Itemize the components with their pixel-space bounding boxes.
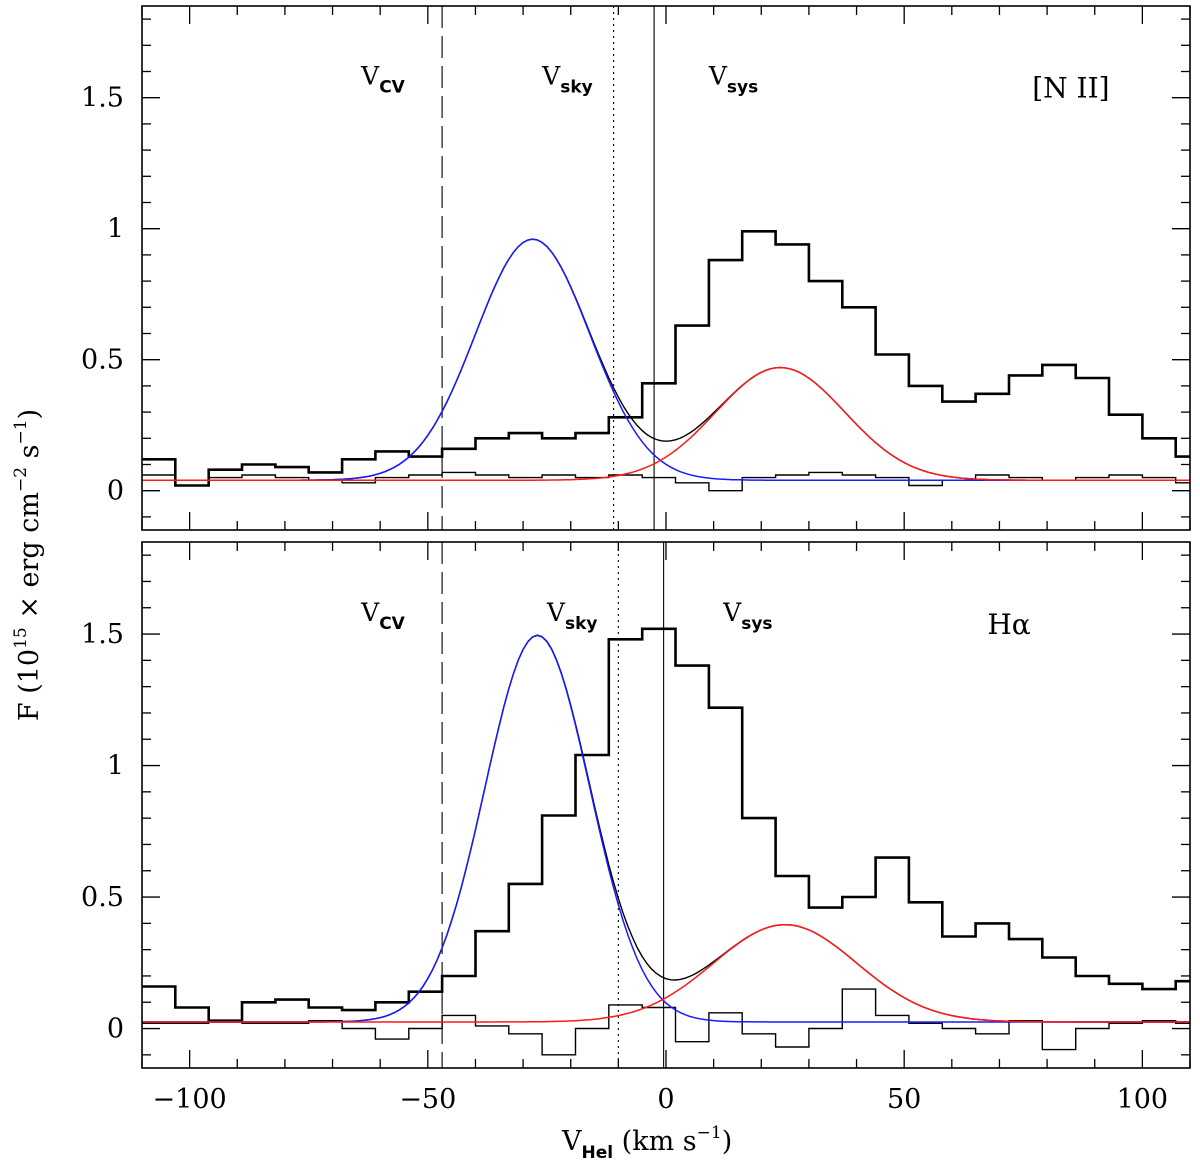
y-axis-title-mid2: s <box>14 444 45 466</box>
nii-ytick-label: 1.5 <box>81 83 124 114</box>
y-axis-title-exp1: 15 <box>11 627 31 649</box>
halpha-vline-label-sub: sys <box>741 614 772 634</box>
halpha-ytick-label: 0.5 <box>81 882 124 913</box>
xtick-label: −50 <box>399 1084 456 1115</box>
nii-red-component <box>142 366 1190 481</box>
halpha-vline-label-main: V <box>722 598 742 627</box>
nii-ytick-label: 1 <box>107 214 124 245</box>
nii-total-fit <box>142 238 1190 481</box>
nii-vline-label-sub: sky <box>560 78 593 98</box>
halpha-vline-label-cv: VCV <box>360 598 406 634</box>
x-axis-title-units: (km s <box>613 1126 697 1157</box>
nii-line-name: [N II] <box>1032 72 1109 105</box>
halpha-vline-label-main: V <box>546 598 566 627</box>
nii-vline-label-sub: sys <box>727 78 758 98</box>
halpha-frame <box>141 541 1191 1069</box>
halpha-ytick-label: 0 <box>107 1014 124 1045</box>
x-axis-title-main: V <box>561 1126 582 1157</box>
halpha-total-fit <box>142 634 1190 1023</box>
nii-residual-step <box>142 471 1190 492</box>
nii-vline-label-main: V <box>708 62 728 91</box>
xtick-label: 0 <box>657 1084 674 1115</box>
xtick-label: 50 <box>887 1084 921 1115</box>
halpha-data-layer <box>142 542 1190 1068</box>
xtick-label: 100 <box>1117 1084 1169 1115</box>
x-axis-title: VHel (km s−1) <box>561 1123 732 1163</box>
x-axis-title-exp: −1 <box>697 1123 722 1143</box>
nii-vline-label-sub: CV <box>379 78 405 98</box>
nii-vline-label-main: V <box>360 62 380 91</box>
nii-blue-component <box>142 238 1190 481</box>
halpha-red-component <box>142 923 1190 1023</box>
halpha-ytick-label: 1 <box>107 751 124 782</box>
halpha-vline-label-sub: CV <box>379 614 405 634</box>
nii-observed-step <box>142 230 1190 487</box>
y-axis-title-pre: F (10 <box>14 649 45 721</box>
y-axis-title-mid: × erg cm <box>14 492 45 627</box>
halpha-line-name: Hα <box>987 608 1030 641</box>
nii-vline-label-sys: Vsys <box>708 62 758 98</box>
nii-vline-label-cv: VCV <box>360 62 406 98</box>
y-axis-title-exp3: −1 <box>11 419 31 444</box>
halpha-vline-label-sky: Vsky <box>546 598 598 634</box>
y-axis-title-exp2: −2 <box>11 467 31 492</box>
nii-data-layer <box>142 6 1190 530</box>
y-axis-title: F (1015 × erg cm−2 s−1) <box>11 409 45 721</box>
nii-ytick-label: 0 <box>107 476 124 507</box>
nii-vline-label-sky: Vsky <box>541 62 593 98</box>
x-axis-title-sub: Hel <box>582 1143 614 1163</box>
x-axis-title-close: ) <box>722 1126 733 1157</box>
halpha-residual-step <box>142 988 1190 1056</box>
nii-ytick-label: 0.5 <box>81 345 124 376</box>
halpha-ytick-label: 1.5 <box>81 619 124 650</box>
halpha-vline-label-sys: Vsys <box>722 598 772 634</box>
halpha-vline-label-main: V <box>360 598 380 627</box>
xtick-label: −100 <box>153 1084 227 1115</box>
halpha-observed-step <box>142 627 1190 1022</box>
halpha-vline-label-sub: sky <box>565 614 598 634</box>
nii-vline-label-main: V <box>541 62 561 91</box>
halpha-blue-component <box>142 634 1190 1023</box>
y-axis-title-close: ) <box>14 409 45 420</box>
